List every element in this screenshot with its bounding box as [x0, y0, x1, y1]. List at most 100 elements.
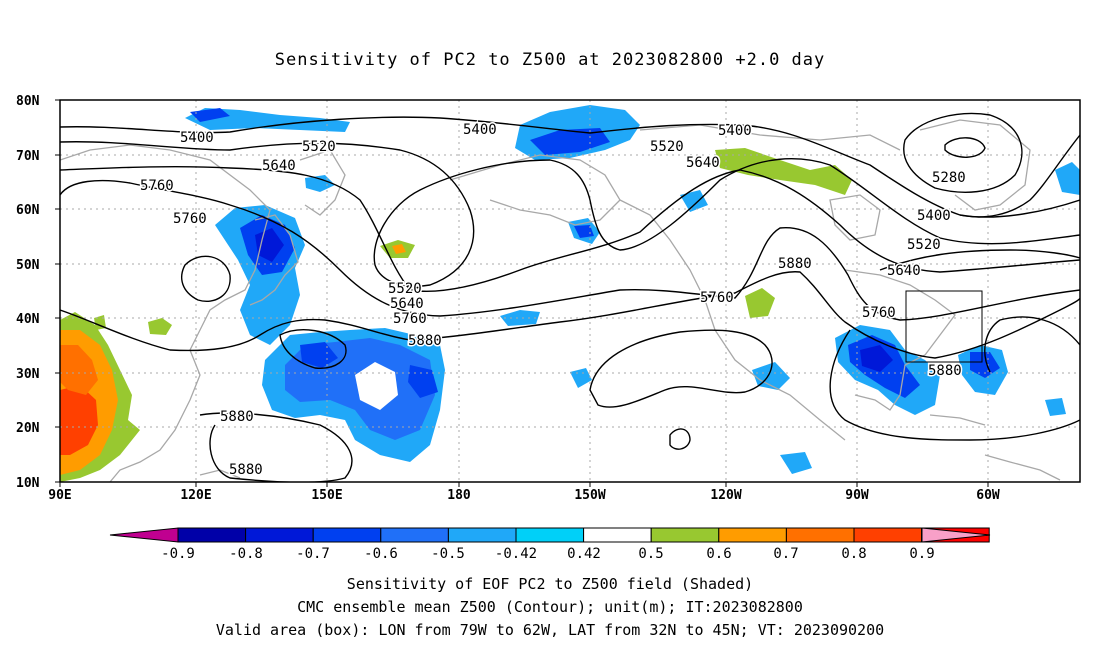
asia-coast: [60, 144, 271, 482]
negative-core: [970, 352, 1000, 378]
lat-label: 60N: [16, 203, 40, 218]
contour-label: 5640: [686, 155, 720, 171]
contour-label: 5640: [262, 158, 296, 174]
contour-5400-east: [959, 134, 1080, 218]
colorbar: [109, 527, 991, 543]
colorbar-cell: [380, 527, 449, 543]
south-america-coast: [984, 454, 1061, 481]
contour-5760-low: [181, 255, 231, 302]
north-america-east-coast: [844, 269, 956, 411]
gridlines: [60, 100, 1080, 482]
colorbar-right-arrow: [921, 527, 991, 543]
lat-labels: 80N 70N 60N 50N 40N 30N 20N 10N: [16, 94, 40, 491]
negative-patch: [305, 175, 335, 192]
north-america-west-coast: [619, 199, 846, 441]
lon-label: 90W: [845, 488, 869, 503]
contour-5760-west: [60, 179, 1080, 321]
colorbar-label: -0.42: [495, 546, 537, 562]
contour-label: 5280: [932, 170, 966, 186]
negative-core: [190, 108, 230, 122]
contour-label: 5640: [887, 263, 921, 279]
lon-label: 90E: [48, 488, 71, 503]
negative-patch: [1055, 162, 1080, 195]
contour-label: 5400: [917, 208, 951, 224]
contour-label: 5880: [229, 462, 263, 478]
colorbar-cell: [447, 527, 517, 543]
contour-5880-pacific: [279, 329, 347, 369]
lat-label: 70N: [16, 149, 40, 164]
colorbar-label: -0.8: [229, 546, 263, 562]
positive-patch: [745, 288, 775, 318]
contour-5880-low: [589, 329, 773, 408]
north-coast: [639, 124, 901, 151]
contour-5280: [903, 112, 1023, 193]
colorbar-cell: [177, 527, 247, 543]
colorbar-cell: [785, 527, 855, 543]
colorbar-cell: [853, 527, 923, 543]
contour-label: 5760: [862, 305, 896, 321]
contour-label: 5520: [907, 237, 941, 253]
colorbar-cells: [177, 527, 990, 543]
colorbar-label: -0.6: [364, 546, 398, 562]
lon-label: 150W: [574, 488, 605, 503]
contour-5640: [60, 166, 1080, 292]
colorbar-label: 0.5: [638, 546, 663, 562]
caption-line-1: Sensitivity of EOF PC2 to Z500 field (Sh…: [346, 575, 754, 593]
colorbar-labels: -0.9 -0.8 -0.7 -0.6 -0.5 -0.42 0.42 0.5 …: [161, 546, 935, 562]
greenland-coast: [919, 119, 1031, 211]
contour-label: 5760: [700, 290, 734, 306]
contour-5880-east: [829, 329, 1080, 441]
hudson-bay: [829, 194, 881, 241]
colorbar-label: -0.5: [431, 546, 465, 562]
colorbar-label: 0.7: [773, 546, 798, 562]
contour-label: 5760: [393, 311, 427, 327]
colorbar-label: 0.42: [567, 546, 601, 562]
contour-5520: [60, 141, 1080, 287]
positive-core: [392, 244, 406, 254]
colorbar-cell: [245, 527, 314, 543]
contour-label: 5880: [778, 256, 812, 272]
negative-core: [860, 345, 893, 372]
contour-label: 5880: [408, 333, 442, 349]
contour-5880-se: [984, 316, 1080, 373]
lat-label: 40N: [16, 312, 40, 327]
lat-label: 20N: [16, 421, 40, 436]
colorbar-label: 0.6: [706, 546, 731, 562]
caption-line-3: Valid area (box): LON from 79W to 62W, L…: [215, 621, 885, 639]
contour-label: 5400: [718, 123, 752, 139]
colorbar-label: -0.9: [161, 546, 195, 562]
contour-label: 5760: [173, 211, 207, 227]
pacific-white-hole: [355, 362, 398, 410]
lat-label: 30N: [16, 367, 40, 382]
coastlines: [60, 119, 1061, 482]
negative-patch: [500, 310, 540, 326]
contour-5640-east: [879, 249, 1080, 271]
negative-core: [255, 228, 284, 262]
colorbar-cell: [718, 527, 787, 543]
map-frame: [59, 99, 1081, 483]
positive-region-west-red: [60, 385, 98, 455]
lon-label: 150E: [311, 488, 342, 503]
contour-5880-south: [199, 412, 353, 482]
colorbar-cell: [583, 527, 652, 543]
contour-labels: 5400 5400 5400 5520 5520 5640 5640 5760 …: [139, 121, 968, 480]
lat-label: 50N: [16, 258, 40, 273]
lat-label: 10N: [16, 476, 40, 491]
caribbean-islands: [929, 414, 986, 426]
lon-label: 120E: [180, 488, 211, 503]
axis-ticks: [55, 99, 989, 487]
australia-coast: [199, 469, 241, 479]
colorbar-label: 0.8: [841, 546, 866, 562]
contour-label: 5880: [220, 409, 254, 425]
caption-line-2: CMC ensemble mean Z500 (Contour); unit(m…: [297, 598, 803, 616]
contour-label: 5520: [302, 139, 336, 155]
colorbar-cell: [312, 527, 382, 543]
contour-5280-inner: [944, 137, 986, 158]
positive-region-arctic: [715, 148, 852, 195]
colorbar-left-arrow: [109, 527, 179, 543]
negative-patch: [1045, 398, 1066, 416]
alaska-coast: [449, 154, 621, 226]
negative-core: [574, 225, 594, 238]
contour-label: 5520: [650, 139, 684, 155]
